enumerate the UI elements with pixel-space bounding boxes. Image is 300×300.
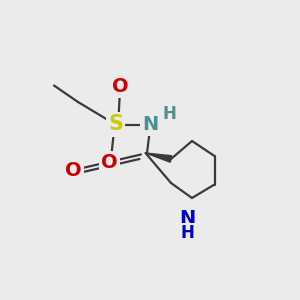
Text: N: N [142, 115, 158, 134]
Polygon shape [146, 153, 172, 162]
Text: O: O [65, 161, 82, 181]
Text: S: S [108, 115, 123, 134]
Text: O: O [112, 77, 128, 97]
Text: O: O [101, 152, 118, 172]
Text: N: N [179, 209, 196, 229]
Text: H: H [163, 105, 176, 123]
Text: H: H [181, 224, 194, 242]
